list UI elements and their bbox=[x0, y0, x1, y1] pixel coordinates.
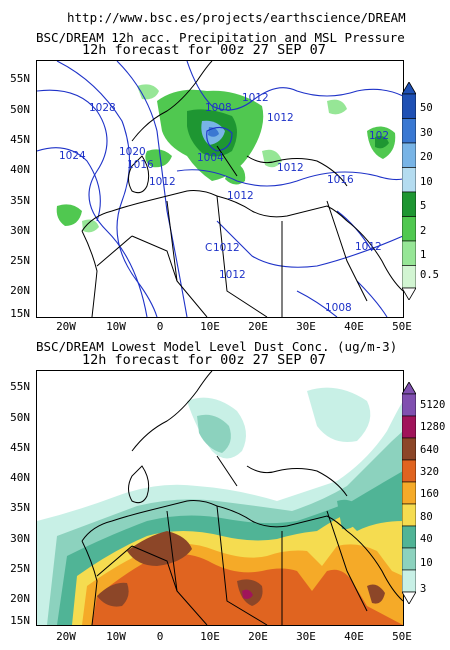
colorbar-label: 30 bbox=[420, 127, 433, 139]
isobar-label: 1016 bbox=[327, 174, 354, 186]
precipitation-pressure-map: 1028 1008 1012 1024 1020 1016 1004 1012 … bbox=[36, 60, 404, 318]
isobar-label: 1012 bbox=[149, 176, 176, 188]
y-axis-label: 40N bbox=[10, 471, 30, 484]
x-axis-label: 40E bbox=[344, 320, 364, 333]
isobar-label: 102 bbox=[369, 130, 389, 142]
colorbar-bottom-arrow bbox=[402, 591, 416, 604]
y-axis-label: 55N bbox=[10, 380, 30, 393]
y-axis-label: 50N bbox=[10, 103, 30, 116]
isobar-label: 1012 bbox=[227, 190, 254, 202]
isobar-label: 1008 bbox=[205, 102, 232, 114]
y-axis-label: 55N bbox=[10, 72, 30, 85]
y-axis-label: 45N bbox=[10, 133, 30, 146]
dust-concentration-map bbox=[36, 370, 404, 626]
x-axis-label: 50E bbox=[392, 630, 412, 643]
colorbar-label: 5 bbox=[420, 200, 427, 212]
top-panel-title: BSC/DREAM 12h acc. Precipitation and MSL… bbox=[36, 30, 405, 45]
y-axis-label: 15N bbox=[10, 307, 30, 320]
coastlines bbox=[81, 371, 403, 625]
x-axis-label: 20W bbox=[56, 320, 76, 333]
colorbar-label: 160 bbox=[420, 488, 439, 500]
y-axis-label: 20N bbox=[10, 284, 30, 297]
y-axis-label: 20N bbox=[10, 592, 30, 605]
x-axis-label: 10W bbox=[106, 630, 126, 643]
colorbar-label: 40 bbox=[420, 533, 433, 545]
colorbar-label: 20 bbox=[420, 151, 433, 163]
x-axis-label: 30E bbox=[296, 630, 316, 643]
y-axis-label: 30N bbox=[10, 224, 30, 237]
colorbar-top-arrow bbox=[402, 382, 416, 395]
bottom-panel-title: BSC/DREAM Lowest Model Level Dust Conc. … bbox=[36, 339, 398, 354]
y-axis-label: 40N bbox=[10, 163, 30, 176]
colorbar-label: 0.5 bbox=[420, 269, 439, 281]
x-axis-label: 0 bbox=[156, 320, 164, 333]
dust-colorbar-svg bbox=[402, 382, 416, 604]
x-axis-label: 20E bbox=[248, 630, 268, 643]
x-axis-label: 10E bbox=[200, 630, 220, 643]
isobar-labels: 1028 1008 1012 1024 1020 1016 1004 1012 … bbox=[59, 92, 389, 314]
y-axis-label: 30N bbox=[10, 532, 30, 545]
x-axis-label: 30E bbox=[296, 320, 316, 333]
low-center-label: C bbox=[205, 242, 212, 254]
colorbar-label: 10 bbox=[420, 176, 433, 188]
colorbar-label: 80 bbox=[420, 511, 433, 523]
isobar-label: 1016 bbox=[127, 159, 154, 171]
colorbar-label: 10 bbox=[420, 557, 433, 569]
precip-map-svg: 1028 1008 1012 1024 1020 1016 1004 1012 … bbox=[37, 61, 403, 317]
colorbar-label: 640 bbox=[420, 444, 439, 456]
y-axis-label: 50N bbox=[10, 411, 30, 424]
isobar-label: 1024 bbox=[59, 150, 86, 162]
y-axis-label: 35N bbox=[10, 501, 30, 514]
precip-colorbar-svg bbox=[402, 82, 416, 300]
colorbar-bottom-arrow bbox=[402, 287, 416, 300]
y-axis-label: 35N bbox=[10, 194, 30, 207]
dust-areas bbox=[37, 387, 403, 625]
isobars bbox=[37, 61, 403, 317]
colorbar-label: 1280 bbox=[420, 421, 446, 433]
x-axis-label: 10W bbox=[106, 320, 126, 333]
coastlines bbox=[81, 61, 403, 317]
dust-map-svg bbox=[37, 371, 403, 625]
colorbar-label: 320 bbox=[420, 466, 439, 478]
y-axis-label: 25N bbox=[10, 562, 30, 575]
isobar-label: 1012 bbox=[219, 269, 246, 281]
isobar-label: 1012 bbox=[242, 92, 269, 104]
colorbar-label: 2 bbox=[420, 225, 427, 237]
x-axis-label: 10E bbox=[200, 320, 220, 333]
isobar-label: 1004 bbox=[197, 152, 224, 164]
x-axis-label: 20W bbox=[56, 630, 76, 643]
isobar-label: 1012 bbox=[277, 162, 304, 174]
isobar-label: 1012 bbox=[355, 241, 382, 253]
y-axis-label: 15N bbox=[10, 614, 30, 627]
colorbar-label: 3 bbox=[420, 583, 427, 595]
x-axis-label: 20E bbox=[248, 320, 268, 333]
colorbar-label: 5120 bbox=[420, 399, 446, 411]
top-panel-subtitle: 12h forecast for 00z 27 SEP 07 bbox=[82, 42, 326, 58]
x-axis-label: 50E bbox=[392, 320, 412, 333]
isobar-label: 1008 bbox=[325, 302, 352, 314]
colorbar-label: 50 bbox=[420, 102, 433, 114]
bottom-panel-subtitle: 12h forecast for 00z 27 SEP 07 bbox=[82, 352, 326, 368]
isobar-label: 1028 bbox=[89, 102, 116, 114]
isobar-label: 1020 bbox=[119, 146, 146, 158]
y-axis-label: 25N bbox=[10, 254, 30, 267]
source-url: http://www.bsc.es/projects/earthscience/… bbox=[67, 10, 406, 25]
isobar-label: 1012 bbox=[267, 112, 294, 124]
colorbar-label: 1 bbox=[420, 249, 427, 261]
colorbar-top-arrow bbox=[402, 82, 416, 95]
x-axis-label: 0 bbox=[156, 630, 164, 643]
x-axis-label: 40E bbox=[344, 630, 364, 643]
y-axis-label: 45N bbox=[10, 441, 30, 454]
isobar-label: 1012 bbox=[213, 242, 240, 254]
